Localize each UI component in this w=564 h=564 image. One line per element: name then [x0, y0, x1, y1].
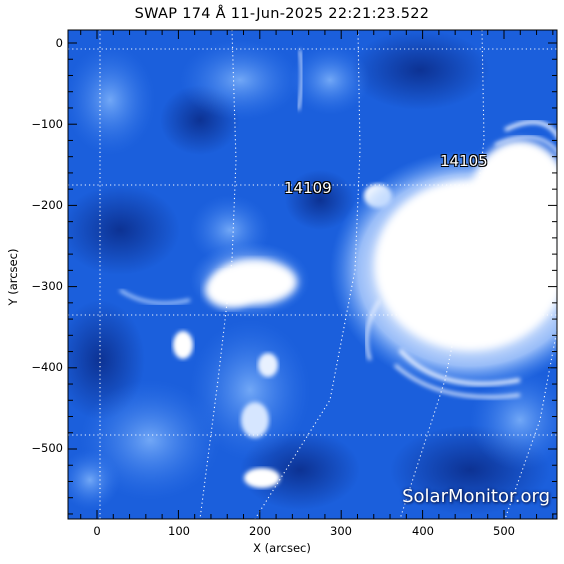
axis-ticks: [68, 30, 557, 519]
x-tick-label: 100: [168, 524, 190, 538]
y-tick-label: −500: [31, 441, 63, 455]
x-tick-label: 500: [493, 524, 515, 538]
y-tick-label: 0: [56, 36, 63, 50]
x-axis-label: X (arcsec): [253, 541, 311, 555]
image-title: SWAP 174 Å 11-Jun-2025 22:21:23.522: [134, 6, 430, 22]
active-region-label: 14105: [440, 152, 488, 170]
y-tick-label: −300: [31, 279, 63, 293]
x-tick-label: 200: [249, 524, 271, 538]
plot-frame: [67, 29, 558, 520]
x-tick-label: 0: [93, 524, 100, 538]
y-axis-label: Y (arcsec): [6, 248, 20, 306]
active-region-label: 14109: [284, 179, 332, 197]
y-tick-label: −200: [31, 198, 63, 212]
watermark: SolarMonitor.org: [402, 486, 550, 507]
heliographic-grid: [68, 30, 557, 519]
x-tick-label: 400: [412, 524, 434, 538]
y-tick-label: −100: [31, 117, 63, 131]
x-tick-label: 300: [330, 524, 352, 538]
euv-image: [68, 30, 557, 519]
y-tick-label: −400: [31, 360, 63, 374]
